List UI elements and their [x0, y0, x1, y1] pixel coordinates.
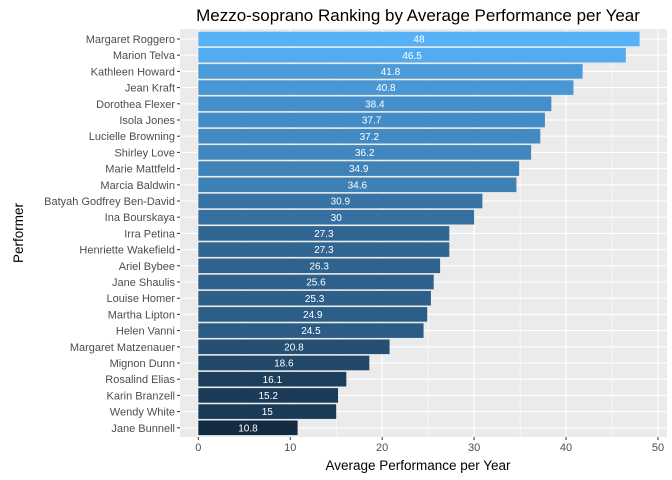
x-tick-label: 20	[376, 442, 388, 454]
y-tick-label: Margaret Matzenauer	[70, 342, 175, 354]
bar	[198, 209, 475, 225]
bar	[198, 47, 626, 63]
bar-value-label: 34.6	[348, 180, 368, 191]
bar	[198, 112, 545, 128]
bar-value-label: 24.9	[303, 310, 323, 321]
bar-value-label: 15	[262, 407, 274, 418]
bar-value-label: 48	[413, 35, 425, 46]
y-tick-label: Jean Kraft	[125, 83, 175, 95]
bar	[198, 80, 574, 95]
data-labels: 48 46.541.8 40.8 38.4 37.7 37.2 36.2 34.9 34.6 30…	[238, 35, 425, 435]
bar-value-label: 26.3	[309, 261, 329, 272]
y-tick-label: Isola Jones	[119, 115, 175, 127]
bar-value-label: 25.6	[306, 278, 326, 289]
y-tick-label: Rosalind Elias	[105, 374, 175, 386]
bar	[198, 274, 434, 290]
bar	[198, 307, 428, 322]
bar-value-label: 18.6	[274, 359, 294, 370]
bar	[198, 420, 298, 436]
chart-title: Mezzo-soprano Ranking by Average Perform…	[196, 6, 640, 25]
bar-value-label: 24.5	[301, 326, 321, 337]
y-tick-label: Marion Telva	[113, 50, 176, 62]
bar	[198, 193, 483, 209]
y-tick-label: Margaret Roggero	[86, 34, 175, 46]
bar-value-label: 30	[331, 213, 343, 224]
y-tick-label: Marcia Baldwin	[100, 180, 175, 192]
bar	[198, 290, 431, 306]
bar	[198, 355, 370, 371]
bar	[198, 371, 347, 387]
y-tick-label: Shirley Love	[114, 147, 175, 159]
bar-value-label: 34.9	[349, 164, 369, 175]
bar-value-label: 37.2	[360, 132, 380, 143]
y-tick-label: Ina Bourskaya	[105, 212, 176, 224]
bar-value-label: 40.8	[376, 83, 396, 94]
bar-value-label: 10.8	[238, 423, 258, 434]
y-tick-label: Karin Branzell	[107, 390, 175, 402]
y-tick-label: Ariel Bybee	[119, 261, 175, 273]
bar	[198, 177, 517, 193]
y-axis: Margaret Roggero Marion Telva Kathleen How…	[44, 34, 180, 435]
bars	[198, 31, 640, 436]
x-axis-title: Average Performance per Year	[325, 458, 511, 473]
bar	[198, 404, 337, 419]
y-tick-label: Jane Bunnell	[111, 423, 175, 435]
y-tick-label: Mignon Dunn	[110, 358, 175, 370]
bar-value-label: 30.9	[331, 197, 351, 208]
x-axis: 0 10 20 30 40 50	[195, 437, 664, 454]
x-tick-label: 10	[284, 442, 296, 454]
y-tick-label: Marie Mattfeld	[105, 164, 175, 176]
bar-value-label: 27.3	[314, 245, 334, 256]
x-tick-label: 30	[468, 442, 480, 454]
y-tick-label: Lucielle Browning	[89, 131, 175, 143]
bar-value-label: 27.3	[314, 229, 334, 240]
x-tick-label: 0	[195, 442, 201, 454]
bar-value-label: 41.8	[381, 67, 401, 78]
bar	[198, 242, 450, 257]
bar	[198, 388, 339, 403]
bar-value-label: 15.2	[258, 391, 278, 402]
bar	[198, 161, 520, 176]
bar-value-label: 36.2	[355, 148, 375, 159]
bar	[198, 128, 541, 144]
bar	[198, 31, 640, 47]
x-tick-label: 40	[560, 442, 572, 454]
y-tick-label: Helen Vanni	[116, 326, 175, 338]
bar	[198, 96, 552, 112]
y-tick-label: Louise Homer	[107, 293, 176, 305]
bar	[198, 323, 424, 338]
bar	[198, 64, 583, 79]
bar	[198, 258, 441, 274]
y-tick-label: Jane Shaulis	[112, 277, 175, 289]
bar-value-label: 38.4	[365, 99, 385, 110]
y-tick-label: Dorothea Flexer	[96, 99, 175, 111]
y-tick-label: Irra Petina	[124, 228, 176, 240]
bar-value-label: 20.8	[284, 342, 304, 353]
bar	[198, 339, 390, 355]
bar	[198, 226, 450, 241]
y-tick-label: Henriette Wakefield	[79, 245, 175, 257]
bar	[198, 145, 532, 160]
y-tick-label: Wendy White	[110, 407, 175, 419]
y-tick-label: Martha Lipton	[108, 309, 175, 321]
bar-value-label: 46.5	[402, 51, 422, 62]
x-tick-label: 50	[652, 442, 664, 454]
y-tick-label: Kathleen Howard	[91, 66, 175, 78]
y-axis-title: Performer	[11, 202, 26, 263]
y-tick-label: Batyah Godfrey Ben-David	[44, 196, 175, 208]
bar-value-label: 37.7	[362, 116, 382, 127]
bar-value-label: 16.1	[263, 375, 283, 386]
bar-value-label: 25.3	[305, 294, 325, 305]
